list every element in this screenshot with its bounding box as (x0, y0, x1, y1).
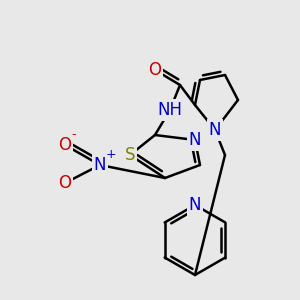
Text: N: N (189, 131, 201, 149)
Text: N: N (94, 156, 106, 174)
Text: O: O (58, 136, 71, 154)
Text: O: O (58, 174, 71, 192)
Text: NH: NH (158, 101, 182, 119)
Text: -: - (71, 128, 76, 141)
Text: +: + (106, 148, 117, 161)
Text: N: N (209, 121, 221, 139)
Text: S: S (125, 146, 135, 164)
Text: N: N (189, 196, 201, 214)
Text: O: O (148, 61, 161, 79)
